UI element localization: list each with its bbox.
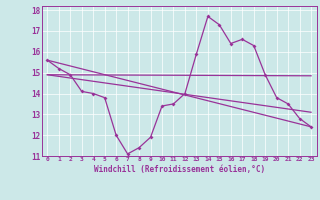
X-axis label: Windchill (Refroidissement éolien,°C): Windchill (Refroidissement éolien,°C): [94, 165, 265, 174]
